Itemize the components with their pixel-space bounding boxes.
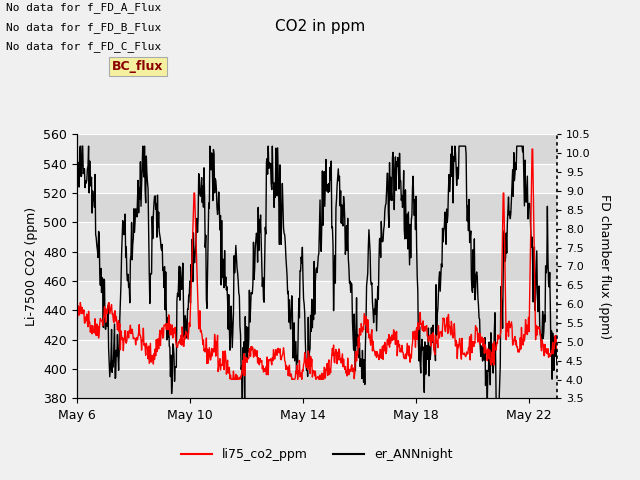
Text: BC_flux: BC_flux xyxy=(112,60,163,73)
Bar xyxy=(77,340,557,369)
Bar xyxy=(77,311,557,340)
Text: CO2 in ppm: CO2 in ppm xyxy=(275,19,365,34)
Bar xyxy=(77,193,557,222)
Bar xyxy=(77,252,557,281)
Text: No data for f_FD_A_Flux: No data for f_FD_A_Flux xyxy=(6,2,162,13)
Text: No data for f_FD_B_Flux: No data for f_FD_B_Flux xyxy=(6,22,162,33)
Bar xyxy=(77,369,557,398)
Bar xyxy=(77,134,557,164)
Bar xyxy=(77,281,557,311)
Y-axis label: Li-7500 CO2 (ppm): Li-7500 CO2 (ppm) xyxy=(24,207,38,326)
Y-axis label: FD chamber flux (ppm): FD chamber flux (ppm) xyxy=(598,194,611,339)
Legend: li75_co2_ppm, er_ANNnight: li75_co2_ppm, er_ANNnight xyxy=(176,443,458,466)
Bar xyxy=(77,164,557,193)
Bar xyxy=(77,222,557,252)
Text: No data for f_FD_C_Flux: No data for f_FD_C_Flux xyxy=(6,41,162,52)
